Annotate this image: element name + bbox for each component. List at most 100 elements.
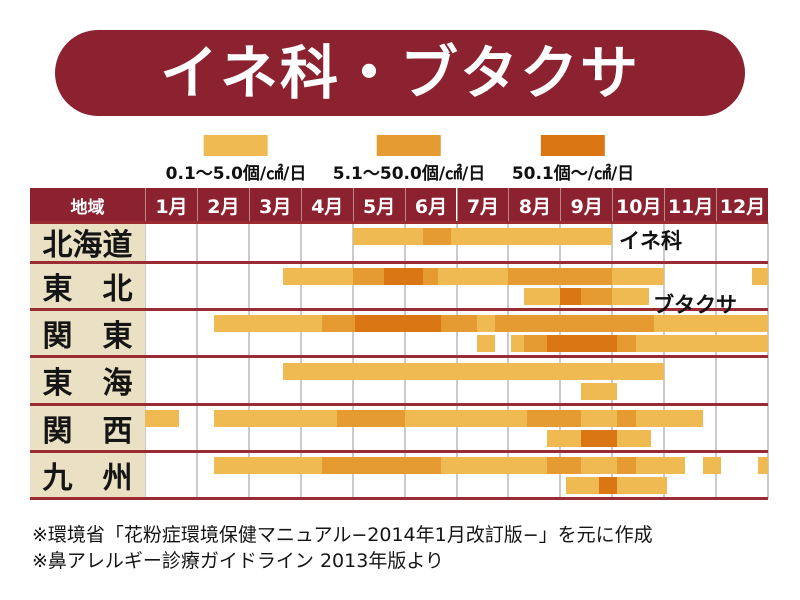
pollen-bar-ragweed-low	[477, 335, 496, 353]
pollen-bar-grass-mid	[321, 315, 356, 333]
pollen-bar-grass-low	[282, 268, 353, 285]
gridline	[715, 222, 718, 499]
gridline	[767, 222, 769, 499]
pollen-bar-grass-high	[383, 268, 423, 285]
pollen-bar-grass-low	[145, 410, 179, 427]
region-label-cell: 関 西	[30, 404, 145, 452]
pollen-bar-grass-low	[282, 362, 665, 380]
pollen-bar-grass-low	[440, 457, 548, 475]
pollen-bar-grass-low	[757, 457, 768, 475]
row-separator	[30, 449, 768, 453]
pollen-bar-grass-low	[214, 315, 322, 333]
pollen-bar-grass-mid	[617, 410, 636, 427]
pollen-bar-ragweed-mid	[617, 335, 636, 353]
pollen-bar-grass-mid	[526, 410, 582, 427]
region-label-cell: 九 州	[30, 451, 145, 499]
pollen-bar-ragweed-low	[617, 477, 667, 495]
pollen-bar-ragweed-low	[612, 288, 649, 305]
pollen-bar-grass-low	[214, 457, 322, 475]
pollen-bar-ragweed-low	[581, 382, 618, 400]
title-banner: イネ科・ブタクサ	[55, 30, 745, 116]
pollen-bar-ragweed-high	[547, 335, 618, 353]
annotation-grass: イネ科	[619, 229, 682, 253]
pollen-bar-grass-mid	[337, 410, 405, 427]
legend-swatch-high	[541, 135, 605, 156]
region-label: 九 州	[42, 460, 133, 496]
pollen-bar-grass-high	[355, 315, 441, 333]
pollen-bar-grass-low	[477, 315, 496, 333]
footnote-source-2: ※鼻アレルギー診療ガイドライン 2013年版より	[32, 550, 444, 572]
pollen-bar-grass-low	[581, 410, 618, 427]
pollen-bar-grass-low	[635, 410, 704, 427]
legend-label-low: 0.1～5.0個/㎠/日	[165, 164, 307, 184]
pollen-bar-grass-low	[451, 228, 613, 245]
column-header-month-11: 11月	[664, 188, 717, 222]
gridline	[299, 222, 302, 499]
pollen-bar-grass-mid	[508, 268, 613, 285]
column-header-month-12: 12月	[716, 188, 768, 222]
footnote-source-1: ※環境省「花粉症環境保健マニュアル−2014年1月改訂版−」を元に作成	[32, 524, 653, 546]
gridline	[507, 222, 510, 499]
region-label-cell: 北海道	[30, 222, 145, 263]
column-header-region: 地域	[30, 188, 145, 222]
pollen-bar-grass-mid	[422, 228, 452, 245]
column-header-month-1: 1月	[145, 188, 197, 222]
gridline	[559, 222, 562, 499]
annotation-ragweed: ブタクサ	[653, 293, 737, 317]
gridline	[144, 222, 146, 499]
row-separator	[30, 307, 768, 311]
pollen-bar-grass-low	[214, 410, 338, 427]
pollen-bar-ragweed-mid	[581, 288, 613, 305]
legend-item-high: 50.1個～/㎠/日	[512, 135, 634, 184]
pollen-bar-grass-mid	[547, 457, 582, 475]
pollen-bar-grass-low	[438, 268, 509, 285]
pollen-bar-grass-low	[653, 315, 768, 333]
gridline	[663, 222, 666, 499]
pollen-bar-grass-low	[581, 457, 618, 475]
column-header-month-10: 10月	[612, 188, 665, 222]
column-header-month-4: 4月	[300, 188, 353, 222]
region-label: 関 西	[42, 413, 133, 449]
legend-label-high: 50.1個～/㎠/日	[511, 164, 635, 184]
pollen-bar-grass-low	[404, 410, 527, 427]
gridline	[455, 222, 458, 499]
pollen-bar-ragweed-low	[635, 335, 768, 353]
pollen-bar-ragweed-high	[581, 430, 618, 447]
row-separator	[30, 260, 768, 264]
pollen-bar-ragweed-low	[547, 430, 582, 447]
row-separator	[30, 497, 768, 501]
pollen-bar-grass-mid	[495, 315, 654, 333]
region-label: 東 海	[42, 366, 133, 402]
column-header-month-8: 8月	[508, 188, 561, 222]
page-title: イネ科・ブタクサ	[159, 39, 640, 107]
pollen-bar-grass-low	[352, 228, 423, 245]
legend-label-mid: 5.1～50.0個/㎠/日	[332, 164, 486, 184]
pollen-bar-ragweed-mid	[523, 335, 548, 353]
pollen-bar-grass-low	[635, 457, 685, 475]
column-header-month-9: 9月	[560, 188, 613, 222]
region-label-cell: 東 海	[30, 356, 145, 404]
region-label-cell: 東 北	[30, 262, 145, 310]
legend-item-mid: 5.1～50.0個/㎠/日	[333, 135, 485, 184]
row-separator	[30, 402, 768, 406]
pollen-bar-grass-mid	[440, 315, 478, 333]
pollen-bar-ragweed-low	[511, 335, 524, 353]
column-header-month-2: 2月	[196, 188, 249, 222]
column-header-month-3: 3月	[248, 188, 301, 222]
pollen-bar-ragweed-low	[617, 430, 652, 447]
pollen-bar-grass-mid	[422, 268, 439, 285]
pollen-bar-ragweed-high	[599, 477, 618, 495]
gridline	[403, 222, 406, 499]
pollen-bar-grass-low	[752, 268, 768, 285]
gridline	[195, 222, 198, 499]
pollen-bar-grass-mid	[617, 457, 636, 475]
legend-swatch-mid	[376, 135, 441, 156]
region-label: 北海道	[42, 228, 133, 263]
pollen-bar-grass-low	[703, 457, 722, 475]
region-label: 関 東	[42, 318, 133, 354]
pollen-bar-ragweed-low	[565, 477, 600, 495]
pollen-bar-grass-mid	[352, 268, 384, 285]
gridline	[611, 222, 614, 499]
pollen-bar-ragweed-low	[523, 288, 561, 305]
